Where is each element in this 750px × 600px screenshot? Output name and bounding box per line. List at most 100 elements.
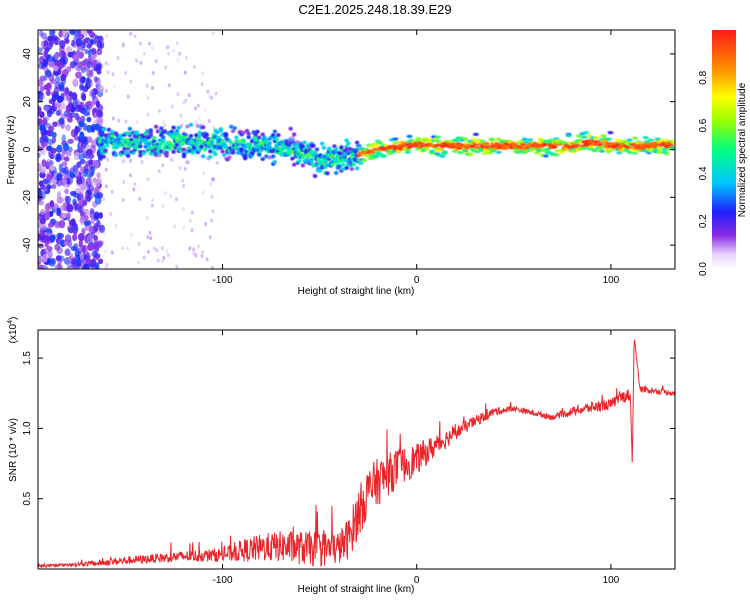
- heatmap-cell: [155, 129, 160, 134]
- heatmap-cell: [209, 141, 215, 146]
- heatmap-cell: [184, 55, 188, 60]
- heatmap-cell: [551, 145, 558, 149]
- heatmap-cell: [171, 125, 176, 130]
- heatmap-cell: [78, 120, 85, 128]
- heatmap-cell: [90, 32, 97, 41]
- heatmap-cell: [149, 236, 153, 241]
- y-tick-label: 20: [22, 96, 33, 108]
- heatmap-cell: [131, 150, 136, 155]
- heatmap-cell: [45, 122, 52, 129]
- heatmap-cell: [361, 158, 368, 162]
- heatmap-cell: [39, 235, 45, 241]
- heatmap-cell: [118, 134, 124, 139]
- heatmap-cell: [323, 159, 328, 164]
- spectrogram-x-label: Height of straight line (km): [298, 286, 415, 297]
- heatmap-cell: [67, 51, 74, 58]
- heatmap-cell: [112, 84, 116, 89]
- heatmap-cell: [212, 177, 216, 182]
- heatmap-cell: [155, 248, 159, 253]
- heatmap-cell: [64, 38, 70, 44]
- heatmap-cell: [229, 141, 234, 146]
- heatmap-cell: [79, 211, 85, 217]
- heatmap-cell: [340, 162, 346, 167]
- heatmap-cell: [129, 233, 133, 238]
- heatmap-cell: [38, 118, 43, 126]
- heatmap-cell: [346, 141, 351, 146]
- heatmap-cell: [167, 146, 173, 151]
- heatmap-cell: [87, 184, 95, 192]
- heatmap-cell: [58, 84, 65, 92]
- colorbar-label: Normalized spectral amplitude: [737, 82, 748, 217]
- heatmap-cell: [57, 257, 62, 267]
- heatmap-cell: [132, 187, 136, 192]
- y-tick-label: 40: [22, 48, 33, 60]
- spectrogram-panel: -100 0 100 -40 -20 0 20 40 Height of straight …: [6, 29, 676, 297]
- heatmap-cell: [78, 153, 85, 161]
- heatmap-cell: [160, 246, 164, 251]
- heatmap-cell: [86, 116, 92, 123]
- heatmap-cell: [142, 255, 146, 260]
- heatmap-cell: [55, 110, 61, 117]
- heatmap-cell: [174, 137, 180, 142]
- heatmap-cell: [201, 190, 205, 195]
- heatmap-cell: [165, 248, 169, 253]
- heatmap-cell: [104, 184, 108, 189]
- heatmap-cell: [150, 85, 154, 90]
- heatmap-cell: [151, 70, 155, 75]
- spectrogram-x-ticks: -100 0 100: [212, 30, 620, 286]
- heatmap-cell: [159, 149, 164, 154]
- heatmap-cell: [161, 204, 165, 209]
- heatmap-cell: [607, 131, 614, 135]
- heatmap-cell: [75, 37, 83, 47]
- heatmap-cell: [415, 137, 422, 141]
- heatmap-cell: [106, 70, 110, 75]
- heatmap-cell: [66, 203, 74, 213]
- heatmap-cell: [148, 128, 153, 133]
- heatmap-cell: [50, 183, 57, 190]
- heatmap-cell: [74, 112, 80, 121]
- heatmap-cell: [166, 253, 170, 258]
- heatmap-cell: [150, 203, 154, 208]
- heatmap-cell: [146, 96, 150, 101]
- heatmap-cell: [86, 136, 93, 143]
- heatmap-cell: [55, 75, 61, 84]
- heatmap-cell: [537, 137, 544, 141]
- heatmap-cell: [67, 146, 73, 153]
- heatmap-cell: [96, 48, 103, 56]
- heatmap-cell: [292, 142, 297, 147]
- heatmap-cell: [479, 139, 486, 144]
- heatmap-cell: [98, 224, 104, 231]
- heatmap-cell: [392, 137, 399, 141]
- heatmap-cell: [96, 240, 103, 247]
- heatmap-cell: [39, 225, 47, 231]
- heatmap-cell: [208, 154, 213, 159]
- heatmap-cell: [187, 146, 192, 150]
- heatmap-cell: [56, 191, 62, 199]
- heatmap-cell: [267, 155, 272, 160]
- heatmap-cell: [534, 151, 541, 155]
- heatmap-cell: [205, 257, 209, 262]
- heatmap-cell: [647, 138, 654, 142]
- snr-frame: [37, 329, 676, 570]
- heatmap-cell: [138, 41, 142, 46]
- heatmap-cell: [605, 137, 612, 141]
- heatmap-cell: [145, 215, 149, 220]
- heatmap-cell: [87, 72, 94, 78]
- x-tick-label: 0: [414, 575, 420, 586]
- heatmap-cell: [169, 194, 173, 199]
- heatmap-cell: [197, 133, 202, 138]
- heatmap-cell: [469, 144, 476, 149]
- heatmap-cell: [91, 139, 97, 149]
- heatmap-cell: [293, 145, 299, 150]
- heatmap-cell: [527, 138, 534, 142]
- heatmap-cell: [38, 199, 45, 206]
- heatmap-cell: [50, 178, 57, 185]
- heatmap-cell: [60, 51, 67, 59]
- heatmap-cell: [319, 141, 325, 146]
- heatmap-cell: [457, 151, 464, 155]
- heatmap-cell: [103, 148, 108, 153]
- heatmap-cell: [40, 209, 45, 216]
- heatmap-cell: [59, 40, 66, 49]
- heatmap-cell: [85, 148, 93, 156]
- heatmap-cell: [88, 159, 94, 166]
